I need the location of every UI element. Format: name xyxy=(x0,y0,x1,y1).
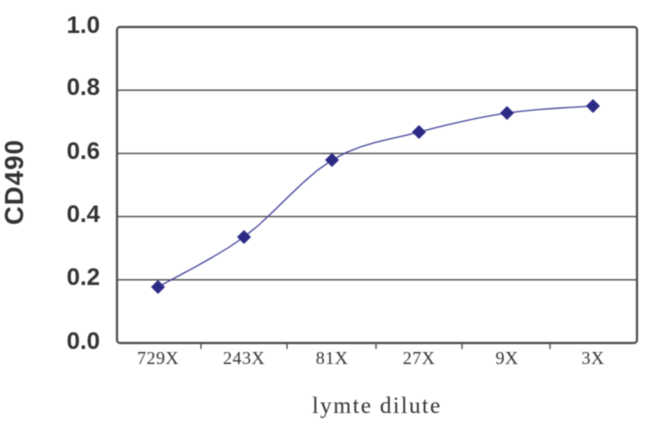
svg-text:0.4: 0.4 xyxy=(67,201,101,228)
svg-text:1.0: 1.0 xyxy=(67,12,100,39)
svg-text:0.8: 0.8 xyxy=(67,74,100,101)
svg-text:9X: 9X xyxy=(496,348,519,368)
svg-text:729X: 729X xyxy=(137,348,179,368)
svg-text:243X: 243X xyxy=(223,348,265,368)
svg-text:81X: 81X xyxy=(316,348,349,368)
svg-text:0.2: 0.2 xyxy=(67,264,100,291)
svg-text:3X: 3X xyxy=(582,348,605,368)
svg-text:27X: 27X xyxy=(403,348,436,368)
svg-text:0.6: 0.6 xyxy=(67,138,100,165)
svg-text:CD490: CD490 xyxy=(0,139,29,225)
svg-text:0.0: 0.0 xyxy=(67,328,100,355)
svg-text:lymte dilute: lymte dilute xyxy=(312,393,442,418)
